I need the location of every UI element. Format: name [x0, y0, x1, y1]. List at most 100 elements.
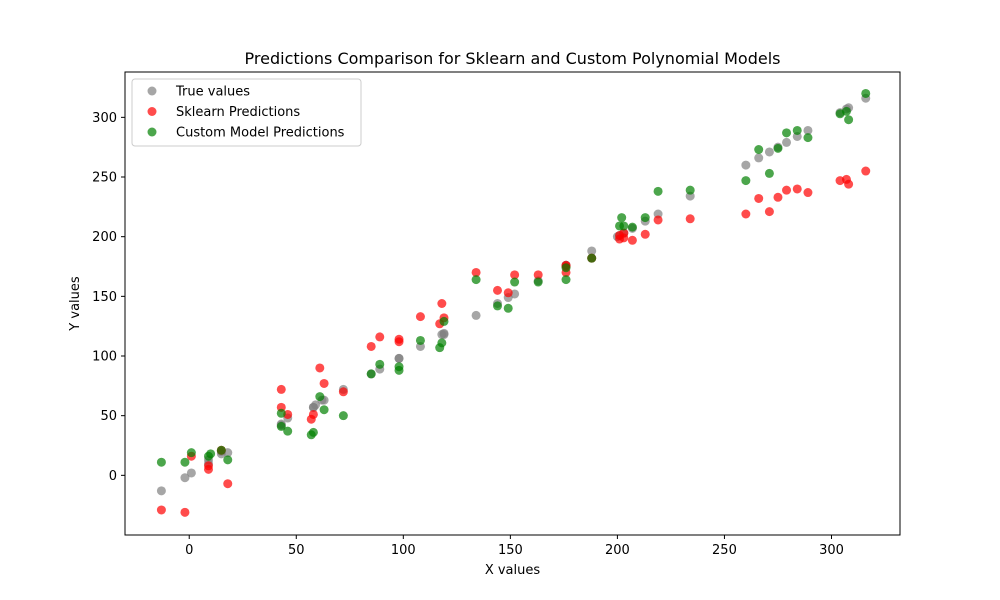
data-point: [319, 405, 329, 415]
data-point: [203, 461, 213, 471]
data-point: [366, 341, 376, 351]
data-point: [640, 213, 650, 223]
data-point: [741, 160, 751, 170]
data-point: [493, 285, 503, 295]
data-point: [315, 392, 325, 402]
data-point: [653, 215, 663, 225]
legend: True values Sklearn Predictions Custom Mod…: [131, 78, 362, 147]
data-point: [276, 421, 286, 431]
data-point: [803, 133, 813, 143]
data-point: [773, 192, 783, 202]
data-point: [493, 301, 503, 311]
x-tick-label: 100: [391, 543, 416, 558]
y-axis-label: Y values: [68, 276, 83, 332]
data-point: [803, 188, 813, 198]
data-point: [156, 505, 166, 515]
legend-box: [131, 78, 362, 147]
data-point: [619, 221, 629, 231]
data-point: [315, 363, 325, 373]
data-point: [437, 299, 447, 308]
x-tick-label: 150: [498, 543, 523, 558]
x-tick-label: 200: [605, 543, 630, 558]
data-point: [223, 479, 233, 489]
data-point: [510, 277, 520, 287]
legend-marker: [147, 127, 157, 137]
data-point: [439, 316, 449, 326]
data-point: [782, 137, 792, 147]
x-tick-label: 0: [185, 543, 193, 558]
data-point: [861, 88, 871, 98]
data-point: [180, 457, 190, 467]
legend-marker: [147, 86, 157, 96]
data-point: [754, 153, 764, 163]
data-point: [415, 312, 425, 322]
data-point: [844, 115, 854, 125]
data-point: [394, 337, 404, 347]
data-point: [764, 147, 774, 157]
data-point: [180, 473, 190, 483]
legend-label: True values: [175, 85, 250, 100]
data-point: [617, 213, 627, 223]
data-point: [782, 128, 792, 138]
data-point: [841, 106, 851, 116]
data-point: [792, 125, 802, 135]
y-tick-label: 300: [92, 111, 117, 126]
y-tick-label: 50: [100, 409, 117, 424]
data-point: [156, 457, 166, 467]
x-axis-label: X values: [485, 563, 541, 578]
data-point: [782, 185, 792, 195]
data-point: [533, 270, 543, 280]
data-point: [627, 222, 637, 232]
chart-title: Predictions Comparison for Sklearn and C…: [245, 49, 781, 68]
data-point: [619, 228, 629, 238]
data-point: [276, 408, 286, 418]
data-point: [561, 275, 571, 285]
axes-frame: [124, 71, 901, 536]
data-point: [186, 468, 196, 478]
data-point: [308, 427, 318, 437]
data-point: [156, 486, 166, 496]
x-axis: 0 50 100 150 200 250 300: [185, 535, 844, 558]
data-point: [773, 143, 783, 153]
data-point: [533, 277, 543, 287]
data-point: [764, 168, 774, 178]
legend-label: Sklearn Predictions: [176, 105, 300, 120]
x-tick-label: 250: [712, 543, 737, 558]
data-point: [366, 369, 376, 379]
y-tick-label: 100: [92, 350, 117, 365]
data-point: [375, 332, 385, 342]
data-point: [338, 411, 348, 421]
data-point: [308, 409, 318, 419]
data-point: [653, 186, 663, 196]
data-point: [792, 184, 802, 194]
data-point: [311, 400, 321, 410]
legend-marker: [147, 107, 157, 116]
data-point: [803, 125, 813, 135]
data-point: [503, 288, 513, 298]
data-point: [754, 145, 764, 155]
data-point: [685, 214, 695, 224]
data-point: [394, 362, 404, 372]
data-point: [223, 455, 233, 465]
data-point: [764, 207, 774, 217]
data-point: [685, 185, 695, 195]
data-point: [561, 263, 571, 273]
data-point: [437, 338, 447, 348]
data-point: [216, 445, 226, 455]
data-point: [206, 449, 216, 459]
y-tick-label: 0: [109, 469, 117, 484]
y-tick-label: 250: [92, 171, 117, 186]
y-axis: 0 50 100 150 200 250 300: [92, 111, 125, 484]
data-point: [180, 507, 190, 517]
data-point: [503, 303, 513, 313]
data-point: [186, 448, 196, 458]
legend-label: Custom Model Predictions: [176, 126, 345, 141]
data-point: [640, 229, 650, 239]
data-point: [754, 193, 764, 203]
data-point: [394, 353, 404, 363]
data-point: [439, 330, 449, 340]
data-point: [741, 209, 751, 219]
x-tick-label: 300: [819, 543, 844, 558]
data-point: [741, 176, 751, 186]
